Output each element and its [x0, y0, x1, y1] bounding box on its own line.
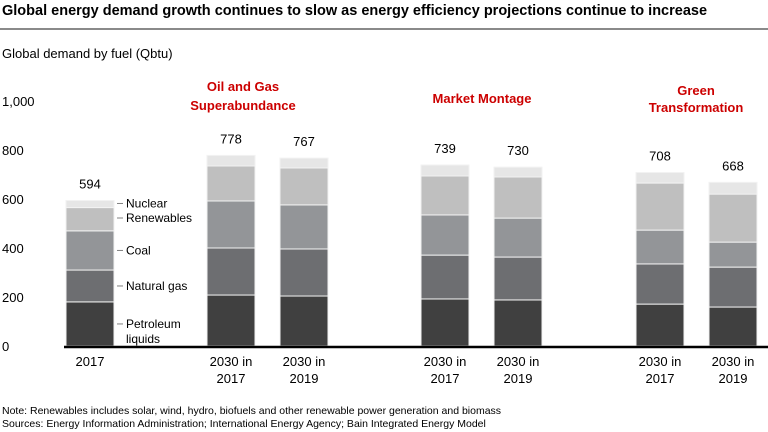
- bar-segment-coal: [420, 214, 470, 256]
- bar-segment-coal: [708, 241, 758, 268]
- y-tick-label: 600: [2, 192, 24, 207]
- legend-label-petroleum-liquids: liquids: [126, 332, 160, 346]
- bar-segment-coal: [279, 204, 329, 250]
- bar-segment-nuclear: [420, 164, 470, 177]
- bar-segment-nuclear: [279, 157, 329, 169]
- legend-label-petroleum-liquids: Petroleum: [126, 317, 181, 331]
- bar-segment-coal: [493, 217, 543, 258]
- note-text: Note: Renewables includes solar, wind, h…: [2, 405, 502, 417]
- legend-label-natural-gas: Natural gas: [126, 279, 187, 293]
- legend-label-nuclear: Nuclear: [126, 196, 167, 210]
- bar-segment-renewables: [420, 175, 470, 216]
- group-label: Market Montage: [433, 91, 532, 106]
- notes: Note: Renewables includes solar, wind, h…: [2, 405, 501, 431]
- total-label: 594: [79, 176, 101, 191]
- bar-segment-natural-gas: [279, 248, 329, 297]
- x-tick-label: 2017: [76, 354, 105, 369]
- bar-segment-natural-gas: [65, 269, 115, 303]
- group-label: Green: [677, 83, 715, 98]
- bar-segment-natural-gas: [206, 247, 256, 296]
- bar-segment-nuclear: [65, 199, 115, 209]
- bar-segment-nuclear: [708, 181, 758, 195]
- y-tick-label: 400: [2, 241, 24, 256]
- bar-segment-nuclear: [635, 172, 685, 184]
- y-tick-label: 0: [2, 339, 9, 354]
- y-axis-label: Global demand by fuel (Qbtu): [2, 46, 173, 61]
- x-tick-label: 2019: [504, 371, 533, 386]
- bar-segment-renewables: [635, 182, 685, 231]
- bar-segment-renewables: [65, 207, 115, 232]
- x-tick-label: 2017: [646, 371, 675, 386]
- total-label: 778: [220, 131, 242, 146]
- bar-segment-coal: [206, 200, 256, 249]
- x-tick-label: 2030 in: [639, 354, 682, 369]
- x-tick-label: 2030 in: [424, 354, 467, 369]
- bar-segment-petroleum-liquids: [420, 298, 470, 347]
- bar-segment-natural-gas: [493, 256, 543, 301]
- y-tick-label: 1,000: [2, 94, 35, 109]
- bar-segment-natural-gas: [708, 266, 758, 308]
- legend-label-renewables: Renewables: [126, 211, 192, 225]
- total-label: 739: [434, 141, 456, 156]
- bar-segment-renewables: [206, 165, 256, 202]
- bar-segment-petroleum-liquids: [708, 306, 758, 347]
- legend-label-coal: Coal: [126, 243, 151, 257]
- bar-segment-renewables: [708, 193, 758, 243]
- bar-segment-petroleum-liquids: [65, 301, 115, 347]
- total-label: 730: [507, 143, 529, 158]
- bar-segment-coal: [65, 230, 115, 271]
- bar-segment-nuclear: [493, 166, 543, 178]
- y-tick-label: 800: [2, 143, 24, 158]
- bar-segment-coal: [635, 229, 685, 265]
- total-label: 767: [293, 134, 315, 149]
- y-tick-label: 200: [2, 290, 24, 305]
- chart-title: Global energy demand growth continues to…: [2, 3, 708, 19]
- stacked-bar-chart: 0 200 400 600 800 1,000 594 2017 778 2030 in 2017 7…: [2, 79, 768, 386]
- x-tick-label: 2019: [719, 371, 748, 386]
- bar-segment-petroleum-liquids: [493, 299, 543, 347]
- sources-text: Sources: Energy Information Administrati…: [2, 418, 486, 430]
- bar-segment-renewables: [493, 176, 543, 219]
- title-divider: [0, 28, 768, 30]
- bar-segment-natural-gas: [635, 263, 685, 305]
- x-tick-label: 2030 in: [283, 354, 326, 369]
- group-label: Transformation: [649, 100, 744, 115]
- x-tick-label: 2019: [290, 371, 319, 386]
- x-tick-label: 2030 in: [712, 354, 755, 369]
- x-tick-label: 2030 in: [497, 354, 540, 369]
- total-label: 708: [649, 149, 671, 164]
- bar-segment-natural-gas: [420, 254, 470, 300]
- bar-segment-renewables: [279, 167, 329, 206]
- group-label: Oil and Gas: [207, 79, 279, 94]
- x-tick-label: 2017: [217, 371, 246, 386]
- x-tick-label: 2030 in: [210, 354, 253, 369]
- x-tick-label: 2017: [431, 371, 460, 386]
- bar-segment-petroleum-liquids: [206, 294, 256, 347]
- bar-segment-nuclear: [206, 154, 256, 167]
- bar-segment-petroleum-liquids: [279, 295, 329, 347]
- total-label: 668: [722, 158, 744, 173]
- bar-segment-petroleum-liquids: [635, 303, 685, 347]
- group-label: Superabundance: [190, 98, 295, 113]
